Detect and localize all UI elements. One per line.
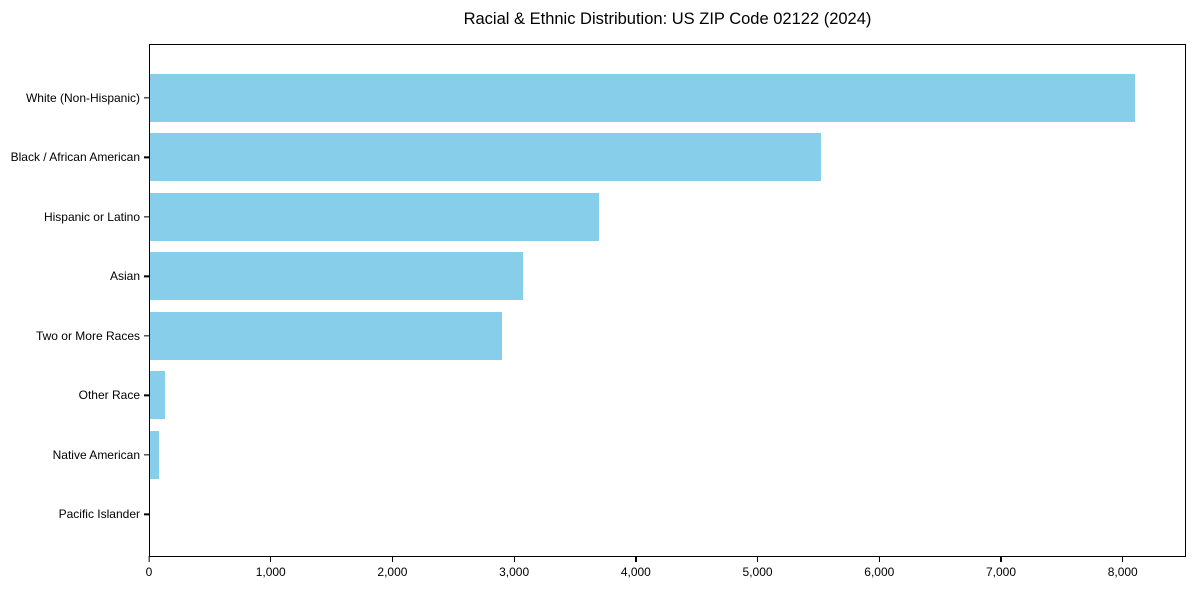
plot-area: White (Non-Hispanic) Black / African Amer… bbox=[11, 44, 1186, 557]
y-tick-mark bbox=[144, 97, 150, 99]
bar-row: Two or More Races bbox=[36, 306, 1185, 366]
chart-title: Racial & Ethnic Distribution: US ZIP Cod… bbox=[463, 10, 872, 28]
x-axis: 0 1,000 2,000 3,000 4,000 5,000 6,000 7,000 8,00… bbox=[145, 556, 1186, 588]
y-tick-mark bbox=[144, 335, 150, 337]
x-tick: 8,000 bbox=[1108, 556, 1138, 579]
x-tick-mark bbox=[270, 556, 272, 562]
x-tick-label: 8,000 bbox=[1107, 565, 1138, 579]
y-axis-label: Pacific Islander bbox=[58, 507, 140, 522]
x-tick-mark bbox=[635, 556, 637, 562]
x-tick: 4,000 bbox=[621, 556, 651, 579]
x-tick-label: 1,000 bbox=[255, 565, 286, 579]
y-tick-mark bbox=[144, 156, 150, 158]
bar bbox=[150, 371, 165, 420]
bar bbox=[150, 192, 600, 241]
x-tick-label: 2,000 bbox=[377, 565, 408, 579]
x-tick: 2,000 bbox=[377, 556, 407, 579]
y-tick-mark bbox=[144, 513, 150, 515]
bar-row: White (Non-Hispanic) bbox=[26, 68, 1185, 128]
x-tick-label: 0 bbox=[145, 565, 153, 579]
bar bbox=[150, 311, 503, 360]
y-tick-mark bbox=[144, 454, 150, 456]
x-tick: 7,000 bbox=[986, 556, 1016, 579]
bar-row: Other Race bbox=[79, 366, 1185, 426]
x-tick: 3,000 bbox=[499, 556, 529, 579]
x-tick-label: 5,000 bbox=[742, 565, 773, 579]
bar-row: Native American bbox=[53, 425, 1185, 485]
y-axis-label: White (Non-Hispanic) bbox=[25, 90, 140, 105]
bar-row: Pacific Islander bbox=[59, 485, 1185, 545]
bar-row: Black / African American bbox=[11, 128, 1185, 188]
x-tick: 1,000 bbox=[256, 556, 286, 579]
x-tick-mark bbox=[148, 556, 150, 562]
x-tick-mark bbox=[878, 556, 880, 562]
bar bbox=[150, 73, 1136, 122]
x-tick: 0 bbox=[145, 556, 153, 579]
bars-container: White (Non-Hispanic) Black / African Amer… bbox=[11, 45, 1185, 545]
y-axis-label: Other Race bbox=[78, 388, 140, 403]
y-tick-mark bbox=[144, 275, 150, 277]
y-axis-label: Hispanic or Latino bbox=[43, 209, 140, 224]
bar bbox=[150, 430, 160, 479]
y-tick-mark bbox=[144, 216, 150, 218]
bar-row: Hispanic or Latino bbox=[44, 187, 1185, 247]
x-tick-mark bbox=[1122, 556, 1124, 562]
x-tick-mark bbox=[756, 556, 759, 562]
x-tick-label: 4,000 bbox=[620, 565, 651, 579]
bar-row: Asian bbox=[110, 247, 1185, 307]
y-axis-label: Two or More Races bbox=[35, 328, 140, 343]
x-tick-mark bbox=[391, 556, 394, 562]
x-tick-label: 6,000 bbox=[864, 565, 895, 579]
x-tick-label: 7,000 bbox=[985, 565, 1016, 579]
x-tick: 6,000 bbox=[864, 556, 894, 579]
x-tick-label: 3,000 bbox=[499, 565, 530, 579]
y-tick-mark bbox=[144, 394, 150, 396]
x-tick: 5,000 bbox=[743, 556, 773, 579]
y-axis-label: Asian bbox=[109, 269, 140, 284]
x-tick-mark bbox=[1000, 556, 1002, 562]
y-axis-label: Black / African American bbox=[10, 150, 140, 165]
y-axis-label: Native American bbox=[52, 447, 140, 462]
bar bbox=[150, 252, 523, 301]
x-tick-mark bbox=[513, 556, 515, 562]
bar bbox=[150, 133, 821, 182]
